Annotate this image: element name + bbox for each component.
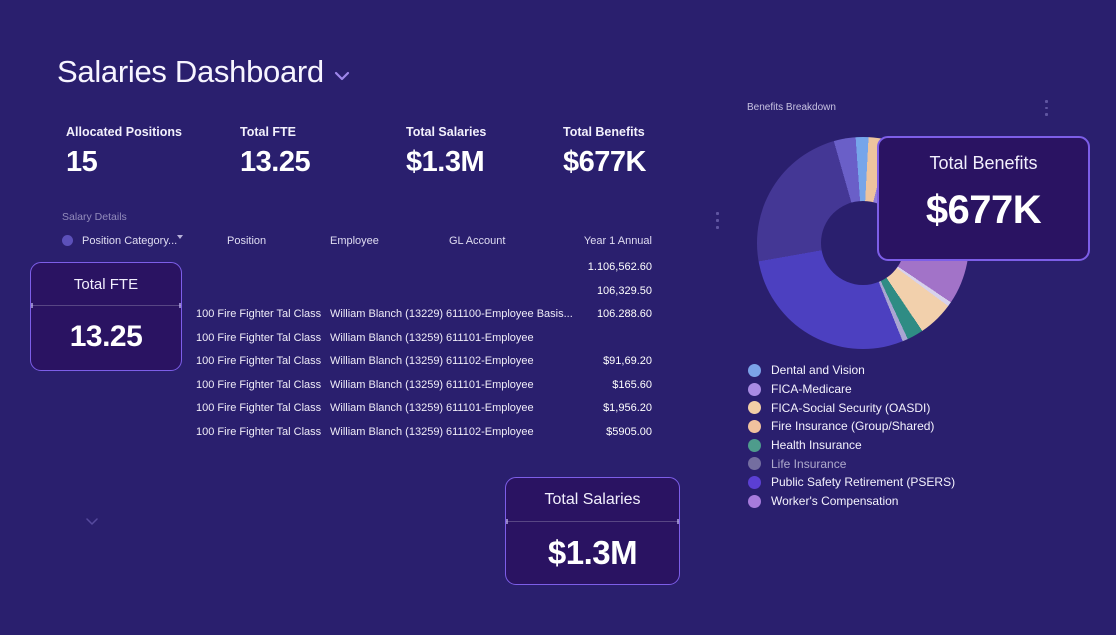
cell-amount: 106,329.50 [596,285,652,297]
salary-panel-menu-icon[interactable] [716,212,719,229]
total-benefits-callout: Total Benefits $677K [877,136,1090,261]
cell-gl: 611102-Employee [446,355,534,367]
kpi-allocated-positions: Allocated Positions 15 [66,125,182,179]
legend-dot-icon [748,363,761,377]
table-row[interactable]: 100 Fire Fighter Tal Class William Blanc… [0,379,1116,394]
legend-dot-icon [748,401,761,415]
column-position[interactable]: Position [227,235,267,247]
legend-item-life-insurance[interactable]: Life Insurance [748,454,955,473]
column-position-category[interactable]: Position Category... [82,235,178,247]
kpi-total-salaries: Total Salaries $1.3M [406,125,486,179]
legend-dot-icon [748,419,761,433]
legend-label: Worker's Compensation [771,494,899,509]
page-title: Salaries Dashboard [57,54,324,89]
callout-title: Total FTE [73,276,139,293]
table-row[interactable]: 106,329.50 [0,285,1116,300]
chart-legend: Dental and Vision FICA-Medicare FICA-Soc… [748,361,955,511]
cell-employee: William Blanch (13259) [330,379,444,391]
benefits-panel-title: Benefits Breakdown [747,102,836,113]
scroll-chevron-down-icon[interactable] [85,517,99,526]
cell-amount: $165.60 [612,379,652,391]
cell-amount: 106.288.60 [596,308,652,320]
cell-position: 100 Fire Fighter Tal Class [196,402,322,414]
cell-amount: $91,69.20 [603,355,652,367]
cell-gl: 611101-Employee [446,402,534,414]
filter-caret-icon[interactable] [177,235,183,239]
table-row[interactable]: 100 Fire Fighter Tal Class William Blanc… [0,332,1116,347]
cell-employee: William Blanch (13259) [330,332,444,344]
legend-dot-icon [748,438,761,452]
kpi-label: Allocated Positions [66,125,182,139]
table-row[interactable]: 100 Fire Fighter Tal Class William Blanc… [0,308,1116,323]
cell-position: 100 Fire Fighter Tal Class [196,332,322,344]
column-gl-account[interactable]: GL Account [449,235,506,247]
legend-label: FICA-Social Security (OASDI) [771,400,931,415]
legend-label: Health Insurance [771,438,862,453]
cell-position: 100 Fire Fighter Tal Class [196,426,322,438]
salary-panel-title: Salary Details [62,211,127,223]
cell-amount: $1,956.20 [603,402,652,414]
legend-dot-icon [748,494,761,508]
cell-gl: 611101-Employee [446,332,534,344]
table-row[interactable]: 100 Fire Fighter Tal Class William Blanc… [0,402,1116,417]
legend-label: Life Insurance [771,456,847,471]
dashboard-header: Salaries Dashboard [57,54,350,90]
callout-value: $1.3M [547,534,638,571]
kpi-value: 13.25 [240,146,311,178]
cell-employee: William Blanch (13259) [330,426,444,438]
legend-dot-icon [748,475,761,489]
total-fte-callout: Total FTE 13.25 [30,262,182,371]
cell-position: 100 Fire Fighter Tal Class [196,308,322,320]
column-employee[interactable]: Employee [330,235,379,247]
legend-label: Fire Insurance (Group/Shared) [771,419,935,434]
cell-gl: 611100-Employee Basis... [446,308,573,320]
cell-amount: 1.106,562.60 [587,261,652,273]
kpi-label: Total Salaries [406,125,487,139]
kpi-value: $1.3M [406,146,485,178]
table-row[interactable]: 1.106,562.60 [0,261,1116,276]
table-row[interactable]: 100 Fire Fighter Tal Class William Blanc… [0,426,1116,441]
legend-item-fica-medicare[interactable]: FICA-Medicare [748,380,955,399]
legend-item-fire-insurance[interactable]: Fire Insurance (Group/Shared) [748,417,955,436]
cell-employee: William Blanch (13259) [330,355,444,367]
cell-position: 100 Fire Fighter Tal Class [196,355,322,367]
callout-title: Total Benefits [929,153,1038,173]
kpi-total-fte: Total FTE 13.25 [240,125,311,179]
cell-position: 100 Fire Fighter Tal Class [196,379,322,391]
legend-label: Dental and Vision [771,363,865,378]
legend-dot-icon [748,457,761,471]
total-salaries-callout: Total Salaries $1.3M [505,477,680,585]
callout-divider [506,519,679,524]
kpi-label: Total FTE [240,125,297,139]
cell-amount: $5905.00 [606,426,652,438]
cell-gl: 611101-Employee [446,379,534,391]
cell-employee: William Blanch (13229) [330,308,444,320]
salary-table-header: Position Category... Position Employee G… [0,235,1116,250]
callout-value: 13.25 [69,320,143,353]
legend-item-dental-and-vision[interactable]: Dental and Vision [748,361,955,380]
kpi-value: $677K [563,146,646,178]
cell-employee: William Blanch (13259) [330,402,444,414]
cell-gl: 611102-Employee [446,426,534,438]
legend-item-public-safety-retirement[interactable]: Public Safety Retirement (PSERS) [748,473,955,492]
kpi-label: Total Benefits [563,125,645,139]
callout-title: Total Salaries [544,491,641,508]
callout-divider [31,303,181,308]
kpi-total-benefits: Total Benefits $677K [563,125,646,179]
kpi-value: 15 [66,146,98,178]
filter-dot-icon[interactable] [62,235,73,246]
callout-value: $677K [925,188,1042,232]
legend-label: FICA-Medicare [771,382,852,397]
table-row[interactable]: 100 Fire Fighter Tal Class William Blanc… [0,355,1116,370]
legend-item-health-insurance[interactable]: Health Insurance [748,436,955,455]
legend-dot-icon [748,382,761,396]
benefits-panel-menu-icon[interactable] [1045,100,1048,116]
legend-item-fica-social-security[interactable]: FICA-Social Security (OASDI) [748,398,955,417]
legend-label: Public Safety Retirement (PSERS) [771,475,956,490]
legend-item-workers-compensation[interactable]: Worker's Compensation [748,492,955,511]
column-year1-annual[interactable]: Year 1 Annual [583,235,652,247]
chevron-down-icon[interactable] [334,71,350,81]
